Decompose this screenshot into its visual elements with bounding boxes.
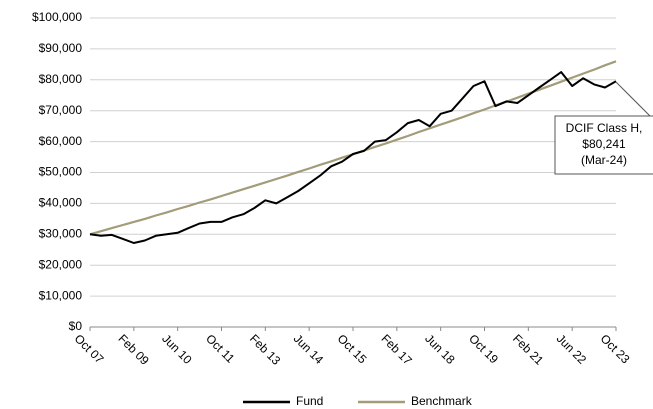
x-tick-label: Oct 23 (598, 331, 633, 366)
y-tick-label: $80,000 (39, 72, 83, 86)
annotation: DCIF Class H, $80,241 (Mar-24) (554, 81, 653, 175)
y-tick-label: $40,000 (39, 196, 83, 210)
y-tick-label: $90,000 (39, 41, 83, 55)
legend-label: Benchmark (411, 394, 473, 408)
series-line (89, 71, 617, 244)
y-tick-label: $100,000 (32, 10, 82, 24)
callout-text: DCIF Class H, (566, 121, 643, 135)
x-tick-label: Feb 21 (510, 331, 547, 368)
x-tick-label: Feb 17 (378, 331, 415, 368)
axes: $0 $10,000 $20,000 $30,000 $40,000 $50,000 $60… (32, 10, 633, 368)
x-tick-label: Oct 19 (466, 331, 501, 366)
y-tick-label: $70,000 (39, 103, 83, 117)
y-tick-label: $20,000 (39, 257, 83, 271)
x-tick-label: Jun 22 (554, 331, 590, 367)
y-tick-label: $10,000 (39, 288, 83, 302)
callout-text: $80,241 (582, 137, 626, 151)
grid (90, 17, 616, 328)
series-line (89, 60, 617, 236)
callout-text: (Mar-24) (581, 153, 627, 167)
callout-box (554, 115, 653, 175)
callout-pointer (615, 81, 651, 117)
x-tick-label: Jun 14 (291, 331, 327, 367)
legend: Fund Benchmark (243, 394, 473, 408)
x-tick-label: Oct 15 (335, 331, 370, 366)
x-tick-label: Jun 18 (422, 331, 458, 367)
y-tick-label: $30,000 (39, 226, 83, 240)
y-tick-label: $50,000 (39, 165, 83, 179)
y-tick-label: $0 (69, 319, 83, 333)
x-tick-label: Feb 13 (247, 331, 284, 368)
x-tick-label: Feb 09 (115, 331, 152, 368)
x-tick-label: Oct 07 (72, 331, 107, 366)
lines (89, 60, 617, 244)
x-tick-label: Jun 10 (159, 331, 195, 367)
legend-label: Fund (296, 394, 323, 408)
y-tick-label: $60,000 (39, 134, 83, 148)
x-tick-label: Oct 11 (203, 331, 237, 365)
